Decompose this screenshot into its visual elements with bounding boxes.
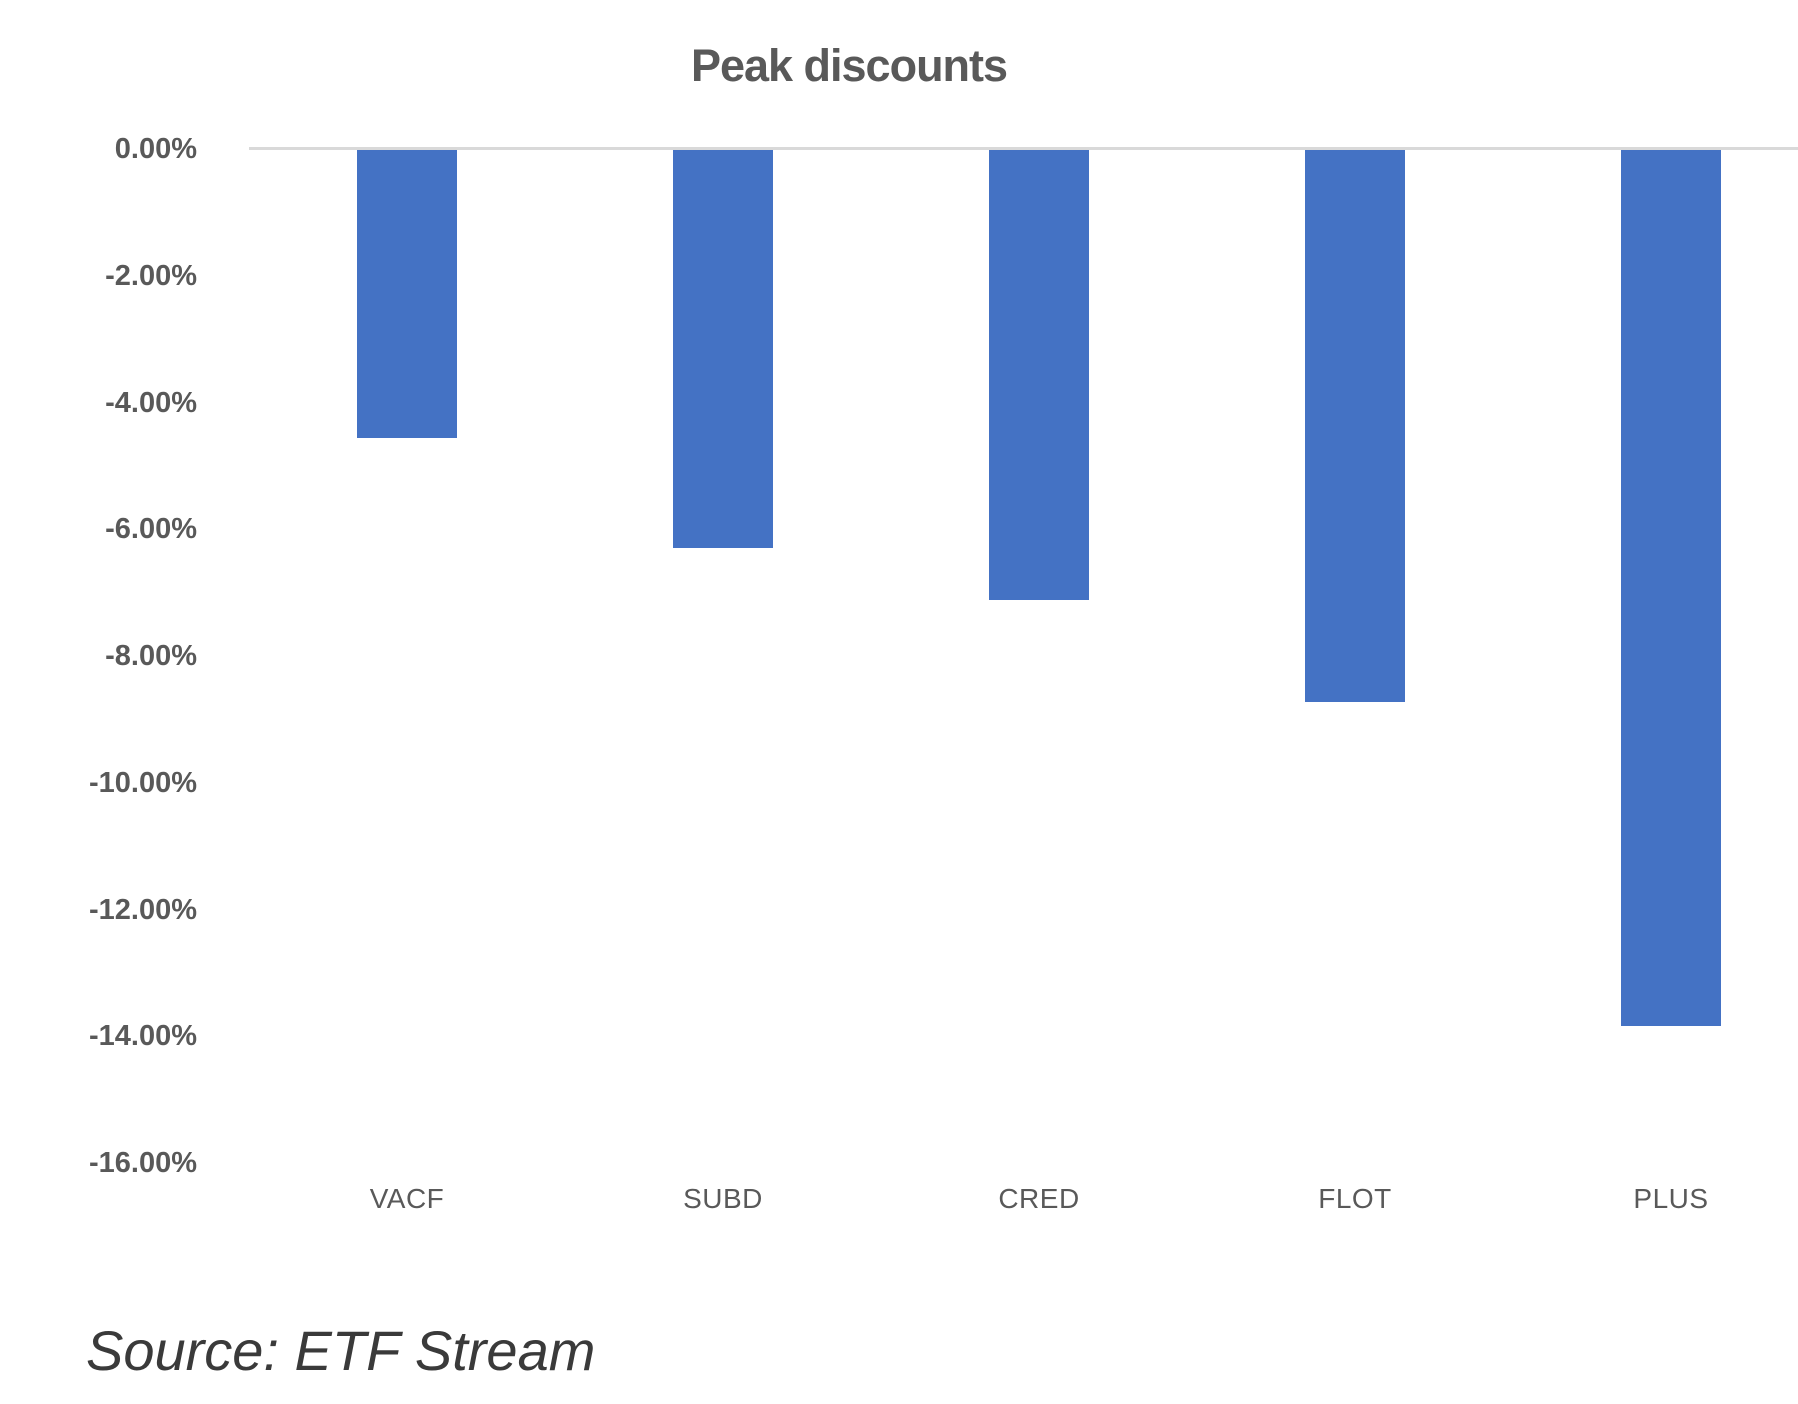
bar-cred xyxy=(989,150,1089,600)
x-category-label: CRED xyxy=(998,1183,1080,1214)
bar-vacf xyxy=(357,150,457,438)
chart-title: Peak discounts xyxy=(690,40,1008,91)
source-caption: Source: ETF Stream xyxy=(86,1319,596,1382)
x-category-label: SUBD xyxy=(683,1183,763,1214)
y-tick-label: -8.00% xyxy=(105,640,197,672)
y-tick-label: -2.00% xyxy=(105,259,197,292)
y-tick-label: -4.00% xyxy=(105,386,197,419)
y-tick-label: -12.00% xyxy=(88,893,197,926)
x-category-label: VACF xyxy=(369,1183,445,1214)
bar-plus xyxy=(1621,150,1721,1026)
y-tick-label: -16.00% xyxy=(88,1147,197,1179)
y-tick-label: -14.00% xyxy=(88,1020,197,1053)
y-tick-label: -6.00% xyxy=(105,513,197,546)
bar-subd xyxy=(673,150,773,548)
y-tick-label: 0.00% xyxy=(114,133,197,165)
bar-flot xyxy=(1305,150,1405,702)
x-category-label: FLOT xyxy=(1318,1183,1392,1214)
x-category-label: PLUS xyxy=(1633,1183,1709,1214)
y-tick-label: -10.00% xyxy=(88,766,197,799)
x-axis-zero-line xyxy=(249,147,1798,150)
